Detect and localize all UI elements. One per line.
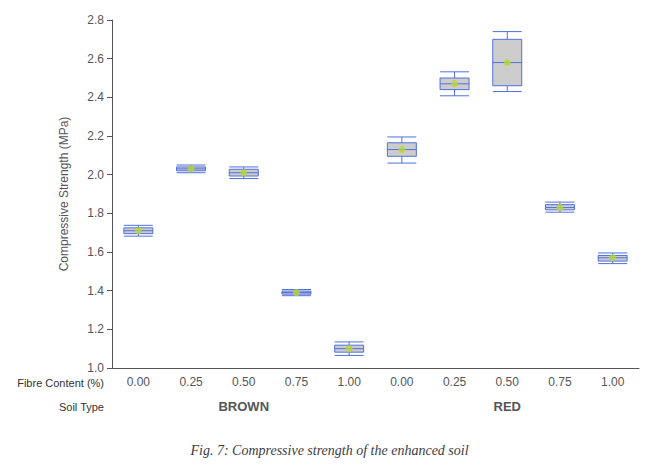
svg-text:2.2: 2.2 — [87, 129, 104, 143]
svg-text:1.2: 1.2 — [87, 322, 104, 336]
svg-text:1.6: 1.6 — [87, 245, 104, 259]
svg-text:0.25: 0.25 — [443, 375, 467, 389]
svg-text:Soil Type: Soil Type — [59, 401, 104, 413]
svg-text:2.4: 2.4 — [87, 90, 104, 104]
svg-text:2.0: 2.0 — [87, 168, 104, 182]
svg-text:Compressive Strength (MPa): Compressive Strength (MPa) — [57, 117, 71, 272]
svg-text:0.00: 0.00 — [390, 375, 414, 389]
svg-text:2.6: 2.6 — [87, 52, 104, 66]
svg-text:1.00: 1.00 — [337, 375, 361, 389]
svg-text:2.8: 2.8 — [87, 13, 104, 27]
svg-text:RED: RED — [494, 399, 521, 414]
svg-text:1.4: 1.4 — [87, 284, 104, 298]
svg-text:0.25: 0.25 — [179, 375, 203, 389]
svg-text:Fibre Content (%): Fibre Content (%) — [17, 377, 104, 389]
svg-text:1.8: 1.8 — [87, 206, 104, 220]
svg-text:1.0: 1.0 — [87, 361, 104, 375]
svg-text:Fig. 7: Compressive strength o: Fig. 7: Compressive strength of the enha… — [189, 443, 468, 458]
svg-text:BROWN: BROWN — [218, 399, 269, 414]
svg-text:1.00: 1.00 — [601, 375, 625, 389]
svg-text:0.75: 0.75 — [548, 375, 572, 389]
svg-text:0.00: 0.00 — [127, 375, 151, 389]
svg-text:0.75: 0.75 — [285, 375, 309, 389]
svg-text:0.50: 0.50 — [232, 375, 256, 389]
svg-text:0.50: 0.50 — [496, 375, 520, 389]
